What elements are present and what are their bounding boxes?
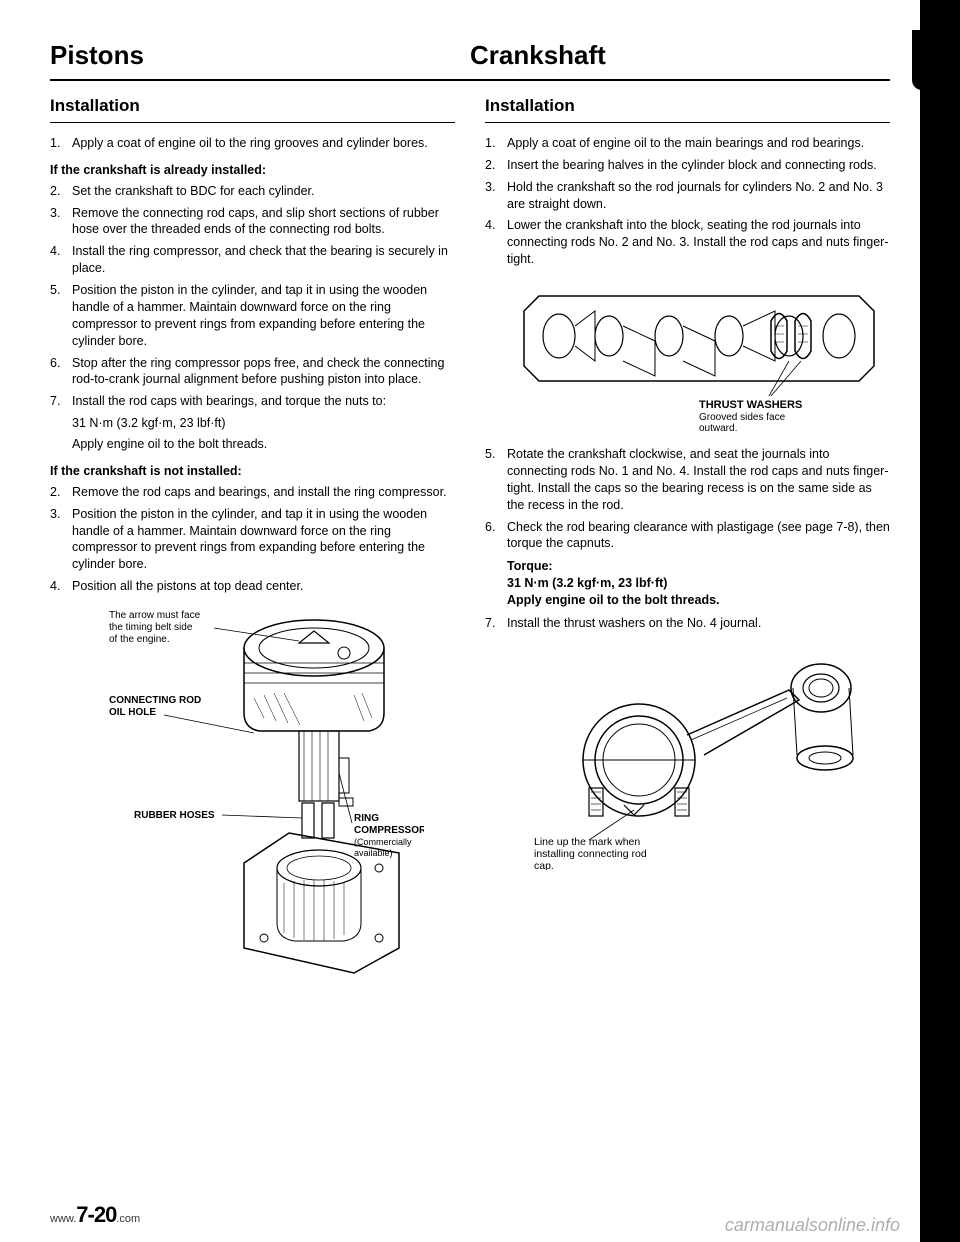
torque-value: 31 N·m (3.2 kgf·m, 23 lbf·ft) xyxy=(507,575,890,592)
header-rule xyxy=(50,79,890,81)
right-section-title: Installation xyxy=(485,95,890,118)
step: Lower the crankshaft into the block, sea… xyxy=(507,217,890,268)
step: Install the rod caps with bearings, and … xyxy=(72,393,455,410)
installed-steps: Set the crankshaft to BDC for each cylin… xyxy=(50,183,455,411)
step: Apply a coat of engine oil to the main b… xyxy=(507,135,890,152)
sub-heading-not-installed: If the crankshaft is not installed: xyxy=(50,463,455,480)
left-steps-1: Apply a coat of engine oil to the ring g… xyxy=(50,135,455,152)
crankshaft-figure: THRUST WASHERS Grooved sides face outwar… xyxy=(507,276,890,446)
torque-spec: 31 N·m (3.2 kgf·m, 23 lbf·ft) xyxy=(50,415,455,432)
svg-text:the timing belt side: the timing belt side xyxy=(109,622,193,633)
svg-text:(Commercially: (Commercially xyxy=(354,837,412,847)
right-column: Installation Apply a coat of engine oil … xyxy=(485,95,890,983)
not-installed-steps: Remove the rod caps and bearings, and in… xyxy=(50,484,455,595)
left-column: Installation Apply a coat of engine oil … xyxy=(50,95,455,983)
watermark: carmanualsonline.info xyxy=(725,1215,900,1236)
svg-text:Grooved sides face: Grooved sides face xyxy=(699,412,786,423)
piston-figure: The arrow must face the timing belt side… xyxy=(72,603,455,983)
step: Insert the bearing halves in the cylinde… xyxy=(507,157,890,174)
svg-text:COMPRESSOR: COMPRESSOR xyxy=(354,825,424,836)
left-main-title: Pistons xyxy=(50,40,470,71)
torque-block: Torque: 31 N·m (3.2 kgf·m, 23 lbf·ft) Ap… xyxy=(485,558,890,609)
oil-note: Apply engine oil to the bolt threads. xyxy=(50,436,455,453)
left-section-title: Installation xyxy=(50,95,455,118)
url-suffix: .com xyxy=(116,1213,140,1225)
step: Check the rod bearing clearance with pla… xyxy=(507,519,890,553)
page-number: www.7-20.com xyxy=(50,1202,140,1228)
svg-text:OIL HOLE: OIL HOLE xyxy=(109,707,156,718)
connecting-rod-figure: Line up the mark when installing connect… xyxy=(507,640,890,870)
step: Hold the crankshaft so the rod journals … xyxy=(507,179,890,213)
svg-text:THRUST WASHERS: THRUST WASHERS xyxy=(699,399,802,411)
right-steps-2: Rotate the crankshaft clockwise, and sea… xyxy=(485,446,890,552)
svg-text:RUBBER HOSES: RUBBER HOSES xyxy=(134,810,215,821)
step: Position all the pistons at top dead cen… xyxy=(72,578,455,595)
right-steps-3: Install the thrust washers on the No. 4 … xyxy=(485,615,890,632)
svg-text:RING: RING xyxy=(354,813,379,824)
page-big: 7-20 xyxy=(76,1202,116,1227)
svg-text:cap.: cap. xyxy=(534,860,554,870)
step: Install the ring compressor, and check t… xyxy=(72,243,455,277)
step: Set the crankshaft to BDC for each cylin… xyxy=(72,183,455,200)
svg-text:outward.: outward. xyxy=(699,423,737,434)
svg-text:of the engine.: of the engine. xyxy=(109,634,170,645)
step: Remove the rod caps and bearings, and in… xyxy=(72,484,455,501)
step: Stop after the ring compressor pops free… xyxy=(72,355,455,389)
torque-oil-note: Apply engine oil to the bolt threads. xyxy=(507,592,890,609)
svg-text:CONNECTING ROD: CONNECTING ROD xyxy=(109,695,201,706)
url-prefix: www. xyxy=(50,1213,76,1225)
svg-text:Line up the mark when: Line up the mark when xyxy=(534,836,640,848)
step: Position the piston in the cylinder, and… xyxy=(72,506,455,574)
sub-heading-installed: If the crankshaft is already installed: xyxy=(50,162,455,179)
right-steps: Apply a coat of engine oil to the main b… xyxy=(485,135,890,268)
step: Apply a coat of engine oil to the ring g… xyxy=(72,135,455,152)
step: Install the thrust washers on the No. 4 … xyxy=(507,615,890,632)
right-section-rule xyxy=(485,122,890,123)
step: Remove the connecting rod caps, and slip… xyxy=(72,205,455,239)
left-section-rule xyxy=(50,122,455,123)
svg-text:installing connecting rod: installing connecting rod xyxy=(534,848,647,860)
svg-text:available): available) xyxy=(354,848,393,858)
step: Rotate the crankshaft clockwise, and sea… xyxy=(507,446,890,514)
torque-label: Torque: xyxy=(507,558,890,575)
step: Position the piston in the cylinder, and… xyxy=(72,282,455,350)
binding-edge xyxy=(920,0,960,1242)
fig-label-arrow: The arrow must face xyxy=(109,610,201,621)
right-main-title: Crankshaft xyxy=(470,40,890,71)
